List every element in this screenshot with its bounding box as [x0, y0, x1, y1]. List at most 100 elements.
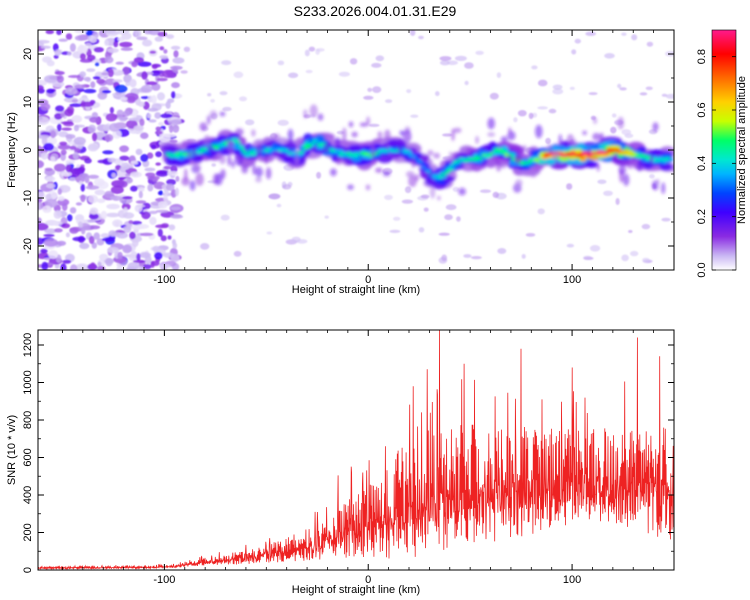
noise-blob: [134, 204, 143, 213]
ridge-blob: [210, 141, 223, 145]
noise-blob: [489, 92, 499, 100]
noise-blob: [157, 228, 163, 237]
noise-blob: [74, 84, 86, 89]
noise-blob: [140, 232, 154, 237]
noise-blob: [100, 210, 108, 220]
ridge-smear: [206, 115, 211, 125]
noise-blob: [92, 76, 101, 80]
ridge-smear: [375, 167, 383, 173]
noise-blob: [138, 101, 145, 107]
noise-blob: [68, 75, 81, 78]
noise-blob: [101, 72, 109, 76]
noise-blob: [136, 150, 143, 155]
noise-blob: [111, 172, 117, 178]
noise-blob: [133, 259, 146, 264]
noise-blob: [48, 250, 59, 259]
ridge-blob: [452, 160, 461, 164]
ridge-smear: [209, 110, 218, 120]
noise-blob: [150, 70, 161, 77]
noise-blob: [66, 214, 73, 222]
colorbar-tick-label: 0.2: [696, 209, 708, 224]
ridge-smear: [287, 128, 294, 142]
ridge-blob: [167, 147, 182, 153]
noise-blob: [545, 137, 551, 145]
noise-blob: [54, 228, 63, 233]
noise-blob: [140, 154, 149, 162]
ridge-smear: [448, 151, 453, 164]
ridge-smear: [424, 172, 433, 181]
ridge-smear: [334, 137, 341, 149]
noise-blob: [146, 113, 152, 119]
noise-blob: [86, 68, 96, 72]
noise-blob: [168, 224, 176, 231]
x-tick-label: -100: [153, 274, 175, 286]
ridge-smear: [535, 124, 543, 139]
ridge-smear: [347, 184, 354, 190]
ridge-blob: [474, 155, 481, 159]
noise-blob: [163, 133, 177, 138]
ridge-smear: [515, 155, 521, 161]
noise-blob: [406, 89, 412, 94]
noise-blob: [155, 224, 169, 229]
noise-blob: [139, 118, 145, 127]
noise-blob: [101, 90, 112, 94]
noise-blob: [162, 69, 175, 78]
noise-blob: [38, 191, 46, 199]
noise-blob: [97, 261, 102, 267]
noise-blob: [144, 167, 156, 172]
ridge-smear: [252, 163, 257, 175]
noise-blob: [80, 101, 94, 107]
noise-blob: [60, 121, 74, 125]
ridge-smear: [386, 142, 390, 151]
noise-blob: [418, 35, 424, 40]
ridge-blob: [560, 154, 568, 158]
noise-blob: [69, 177, 77, 182]
ridge-smear: [351, 131, 358, 138]
noise-blob: [180, 70, 188, 74]
noise-blob: [410, 30, 416, 36]
ridge-smear: [499, 162, 508, 169]
noise-blob: [69, 43, 76, 52]
y-tick-label: 1000: [22, 370, 34, 394]
noise-blob: [371, 62, 382, 68]
noise-blob: [99, 253, 109, 261]
noise-blob: [133, 125, 144, 131]
noise-blob: [130, 225, 144, 230]
ridge-smear: [458, 187, 466, 196]
noise-blob: [41, 261, 49, 270]
noise-blob: [129, 155, 136, 162]
ridge-blob: [579, 155, 587, 162]
noise-blob: [56, 30, 62, 36]
noise-blob: [45, 176, 56, 182]
noise-blob: [463, 254, 472, 258]
ridge-blob: [296, 151, 305, 154]
ridge-smear: [255, 166, 263, 178]
noise-blob: [308, 46, 316, 52]
noise-blob: [375, 55, 385, 62]
noise-blob: [120, 47, 133, 51]
noise-blob: [104, 39, 110, 47]
noise-blob: [282, 184, 292, 190]
noise-blob: [200, 243, 210, 250]
noise-blob: [75, 263, 89, 270]
noise-blob: [93, 232, 100, 240]
ridge-blob: [242, 150, 248, 154]
noise-blob: [116, 109, 124, 118]
ridge-smear: [273, 133, 281, 141]
ridge-smear: [433, 152, 441, 159]
noise-blob: [315, 48, 320, 55]
noise-blob: [44, 75, 58, 83]
ridge-smear: [500, 136, 508, 143]
colorbar-label: Normalized spectral amplitude: [736, 76, 748, 224]
noise-blob: [143, 30, 153, 35]
noise-blob: [277, 119, 289, 126]
noise-blob: [58, 38, 68, 42]
ridge-smear: [359, 122, 368, 127]
ridge-smear: [495, 160, 502, 172]
noise-blob: [219, 91, 228, 96]
noise-blob: [56, 240, 67, 246]
noise-blob: [112, 219, 123, 228]
noise-blob: [171, 91, 176, 99]
noise-blob: [38, 201, 44, 210]
noise-blob: [38, 84, 44, 91]
